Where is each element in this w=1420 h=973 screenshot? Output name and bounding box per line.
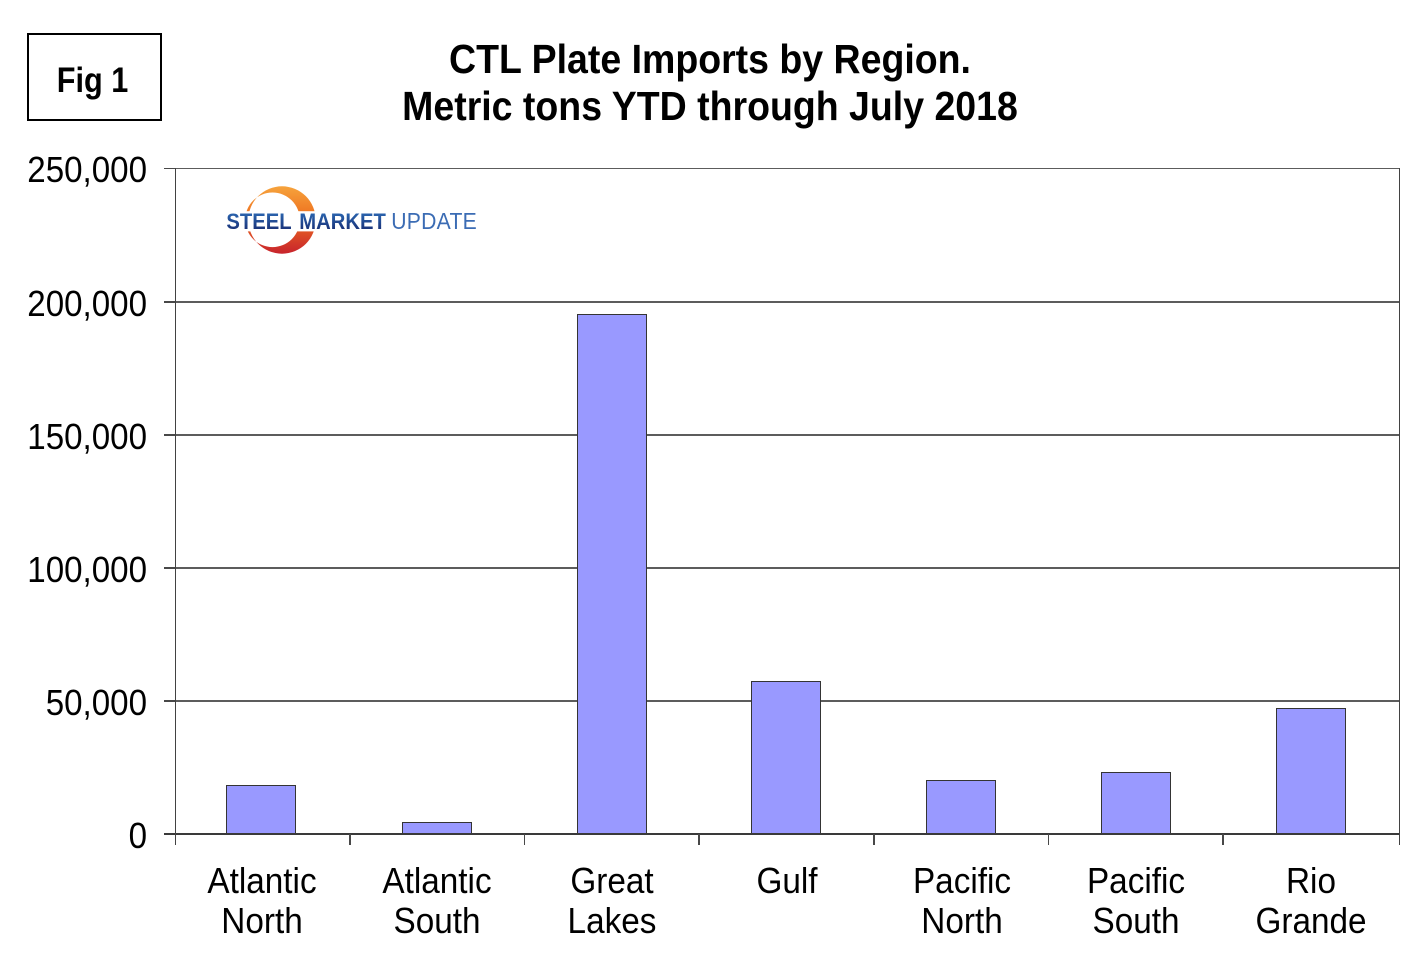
svg-text:UPDATE: UPDATE: [391, 208, 477, 234]
svg-text:MARKET: MARKET: [299, 210, 386, 234]
svg-text:STEEL: STEEL: [226, 210, 291, 234]
